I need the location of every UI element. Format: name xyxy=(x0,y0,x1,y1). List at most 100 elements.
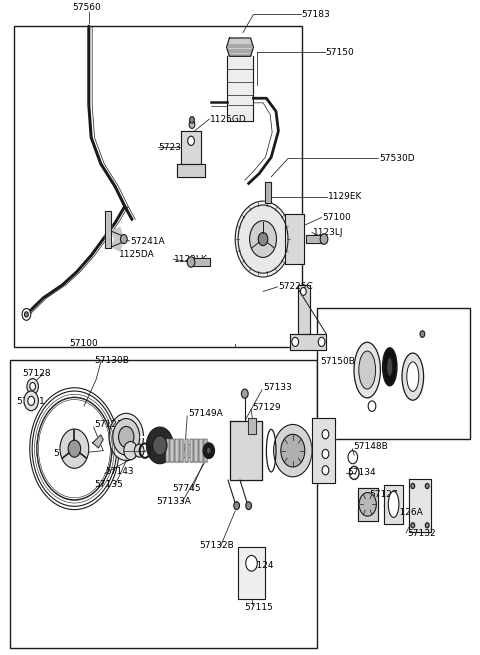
Circle shape xyxy=(292,337,299,346)
Ellipse shape xyxy=(383,348,397,386)
Text: 57241A: 57241A xyxy=(131,236,165,246)
Polygon shape xyxy=(265,182,271,203)
Polygon shape xyxy=(290,334,326,350)
Circle shape xyxy=(119,426,134,447)
Text: 57148B: 57148B xyxy=(353,442,388,451)
Ellipse shape xyxy=(402,353,424,400)
Polygon shape xyxy=(177,164,205,177)
Polygon shape xyxy=(185,439,188,462)
Polygon shape xyxy=(111,236,122,251)
Polygon shape xyxy=(181,131,201,164)
Polygon shape xyxy=(238,547,265,599)
Ellipse shape xyxy=(354,342,380,398)
Circle shape xyxy=(250,221,276,257)
Circle shape xyxy=(238,205,288,273)
Polygon shape xyxy=(199,439,203,462)
Circle shape xyxy=(60,429,89,468)
Polygon shape xyxy=(306,235,323,243)
Ellipse shape xyxy=(359,351,375,389)
Bar xyxy=(317,308,470,439)
Circle shape xyxy=(234,502,240,510)
Text: 57100: 57100 xyxy=(70,339,98,348)
Text: 57133: 57133 xyxy=(263,383,292,392)
Circle shape xyxy=(109,413,144,460)
Circle shape xyxy=(322,430,329,439)
Circle shape xyxy=(28,396,35,405)
Text: 57124: 57124 xyxy=(245,561,273,570)
Circle shape xyxy=(187,257,195,267)
Circle shape xyxy=(246,502,252,510)
Circle shape xyxy=(241,389,248,398)
Text: 57115: 57115 xyxy=(244,603,273,612)
Circle shape xyxy=(425,523,429,528)
Circle shape xyxy=(22,309,31,320)
Polygon shape xyxy=(93,435,103,448)
Polygon shape xyxy=(175,439,179,462)
Polygon shape xyxy=(312,418,335,483)
Circle shape xyxy=(134,444,144,457)
Text: 1123LJ: 1123LJ xyxy=(313,228,344,237)
Circle shape xyxy=(420,331,425,337)
Polygon shape xyxy=(285,214,304,264)
Polygon shape xyxy=(409,479,431,532)
Text: 57150: 57150 xyxy=(325,48,354,57)
Polygon shape xyxy=(190,439,193,462)
Text: 57131: 57131 xyxy=(16,397,45,406)
Text: 57183: 57183 xyxy=(301,10,330,19)
Circle shape xyxy=(124,441,137,460)
Circle shape xyxy=(68,440,81,457)
Text: 57143: 57143 xyxy=(106,467,134,476)
Text: 57123: 57123 xyxy=(95,420,123,429)
Circle shape xyxy=(30,383,36,390)
Text: 57126A: 57126A xyxy=(388,508,422,517)
Circle shape xyxy=(188,136,194,145)
Text: 57132B: 57132B xyxy=(199,541,234,550)
Polygon shape xyxy=(111,227,122,242)
Bar xyxy=(10,360,317,648)
Polygon shape xyxy=(230,421,262,480)
Circle shape xyxy=(24,391,38,411)
Circle shape xyxy=(359,493,376,516)
Polygon shape xyxy=(194,439,198,462)
Bar xyxy=(14,26,302,347)
Circle shape xyxy=(258,233,268,246)
Text: 57127: 57127 xyxy=(370,490,398,499)
Polygon shape xyxy=(204,439,207,462)
Text: 57132: 57132 xyxy=(407,529,436,538)
Circle shape xyxy=(320,234,328,244)
Text: 57530D: 57530D xyxy=(379,154,415,163)
Text: 57134: 57134 xyxy=(347,468,376,477)
Polygon shape xyxy=(358,488,378,521)
Circle shape xyxy=(190,117,194,123)
Circle shape xyxy=(246,555,257,571)
Text: 57137D: 57137D xyxy=(53,449,88,458)
Polygon shape xyxy=(173,444,211,457)
Circle shape xyxy=(281,434,305,467)
Circle shape xyxy=(30,388,119,510)
Ellipse shape xyxy=(407,362,419,392)
Circle shape xyxy=(322,466,329,475)
Circle shape xyxy=(146,427,173,464)
Polygon shape xyxy=(227,56,253,121)
Polygon shape xyxy=(227,38,253,56)
Circle shape xyxy=(274,424,312,477)
Polygon shape xyxy=(170,439,174,462)
Text: 57150B: 57150B xyxy=(321,357,356,366)
Polygon shape xyxy=(384,485,403,524)
Text: 1129EK: 1129EK xyxy=(328,192,362,201)
Circle shape xyxy=(113,419,140,455)
Polygon shape xyxy=(105,211,111,248)
Polygon shape xyxy=(192,258,210,266)
Circle shape xyxy=(24,312,28,317)
Ellipse shape xyxy=(388,491,399,517)
Text: 57745: 57745 xyxy=(172,484,201,493)
Circle shape xyxy=(189,121,195,128)
Text: 57230D: 57230D xyxy=(158,143,194,152)
Text: 57225C: 57225C xyxy=(278,282,313,291)
Ellipse shape xyxy=(387,358,393,376)
Circle shape xyxy=(27,379,38,394)
Circle shape xyxy=(235,201,291,277)
Polygon shape xyxy=(248,418,256,434)
Text: 57100: 57100 xyxy=(323,213,351,222)
Circle shape xyxy=(206,447,211,454)
